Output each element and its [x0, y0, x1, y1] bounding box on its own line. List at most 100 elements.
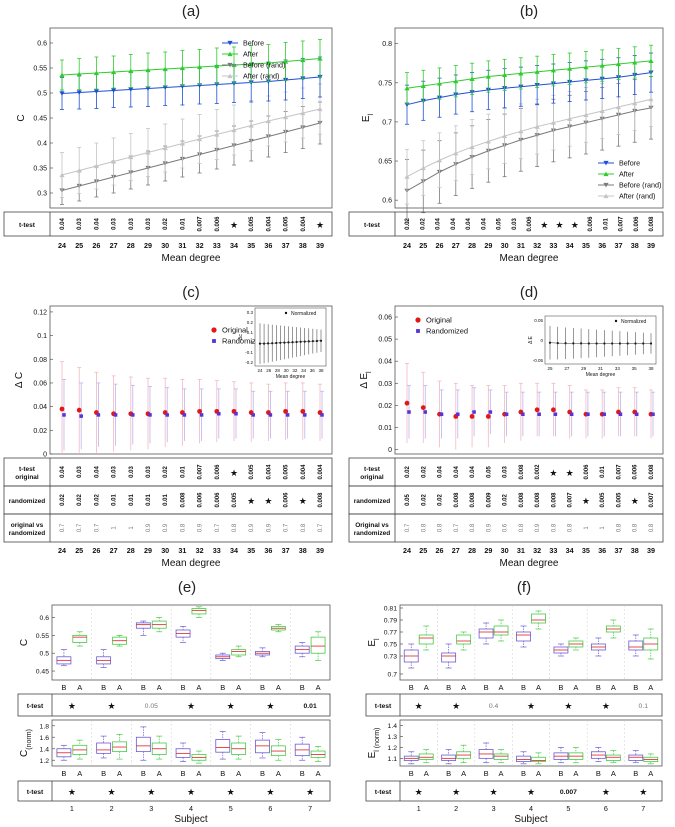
- group-label: A: [461, 683, 466, 692]
- data-point: [197, 136, 203, 142]
- data-point: [234, 411, 238, 416]
- ttest-value: 0.05: [145, 703, 158, 710]
- ttest-value: 0.004: [266, 464, 272, 480]
- inset-x-tick-label: 29: [581, 366, 587, 371]
- significance-star: ★: [147, 787, 155, 797]
- plot-frame: [399, 604, 663, 681]
- inset-x-tick-label: 32: [292, 368, 298, 373]
- ttest-label: t-test: [375, 703, 392, 710]
- y-tick-label: 0.5: [40, 651, 50, 658]
- inset-y-tick-label: 0.2: [247, 320, 254, 325]
- data-point: [93, 163, 99, 169]
- y-tick-label: 0.02: [33, 428, 47, 435]
- ttest-value: 0.7: [215, 523, 221, 532]
- inset-x-tick-label: 28: [275, 368, 281, 373]
- ttest-value: 0.008: [649, 216, 655, 232]
- significance-star: ★: [187, 701, 195, 711]
- x-tick-label: 34: [230, 241, 238, 250]
- significance-star: ★: [415, 701, 423, 711]
- x-tick-label: 24: [58, 546, 66, 555]
- legend-label: Before: [243, 39, 264, 48]
- data-point: [534, 407, 540, 413]
- ttest-value: 1: [129, 526, 135, 530]
- x-tick-label: 36: [598, 241, 606, 250]
- inset-x-tick-label: 30: [284, 368, 290, 373]
- inset-y-tick-label: 0: [250, 340, 253, 345]
- x-tick-label: 29: [484, 546, 492, 555]
- x-tick-label: 39: [316, 241, 324, 250]
- data-point: [111, 159, 117, 164]
- data-point: [162, 145, 168, 151]
- x-tick-label: 34: [566, 546, 574, 555]
- y-tick-label: 0.1: [37, 333, 47, 340]
- data-point: [420, 83, 426, 88]
- data-point: [285, 413, 290, 417]
- group-label: B: [260, 769, 265, 778]
- y-tick-label: 0.55: [33, 66, 47, 73]
- significance-star: ★: [306, 787, 314, 797]
- data-point: [251, 413, 255, 417]
- ttest-value: 0.01: [600, 466, 606, 478]
- ttest-value: 0.008: [470, 492, 476, 508]
- ttest-value: 0.009: [486, 492, 492, 508]
- x-tick-label: 32: [196, 241, 204, 250]
- x-tick-label: 28: [468, 241, 476, 250]
- group-label: B: [300, 769, 305, 778]
- data-point: [407, 410, 411, 414]
- significance-star: ★: [108, 701, 116, 711]
- group-label: B: [558, 769, 563, 778]
- significance-star: ★: [415, 787, 423, 797]
- significance-star: ★: [631, 496, 639, 506]
- plot-frame: [51, 604, 331, 681]
- data-point: [217, 411, 221, 416]
- data-point: [651, 412, 655, 416]
- data-point: [76, 407, 82, 413]
- group-label: A: [196, 769, 201, 778]
- ttest-value: 0.007: [560, 789, 577, 796]
- x-tick-label: 26: [92, 241, 100, 250]
- x-tick-label: 39: [316, 546, 324, 555]
- ttest-value: 0.008: [535, 492, 541, 508]
- x-tick-label: 37: [282, 241, 290, 250]
- data-point: [436, 157, 443, 163]
- data-point: [404, 174, 410, 179]
- data-point: [317, 56, 323, 61]
- ttest-value: 0.005: [232, 492, 238, 508]
- legend-label: Before: [619, 159, 640, 168]
- ttest-value: 0.04: [470, 466, 476, 478]
- y-tick-label: 0.4: [37, 141, 47, 148]
- group-label: B: [101, 683, 106, 692]
- inset-x-tick-label: 24: [257, 368, 263, 373]
- ttest-label: t-test: [364, 466, 381, 473]
- inset-x-label: Mean degree: [586, 372, 616, 378]
- ttest-value: 0.006: [584, 464, 590, 480]
- panel-label: (d): [520, 284, 538, 301]
- y-tick-label: 0.7: [388, 672, 398, 679]
- ttest-label: original: [360, 474, 384, 481]
- ttest-value: 0.9: [146, 523, 152, 532]
- panel-label: (a): [182, 3, 200, 20]
- ttest-value: 0.01: [163, 494, 169, 506]
- series-line: [61, 122, 321, 191]
- group-label: B: [220, 683, 225, 692]
- box: [72, 634, 88, 643]
- ttest-value: 0.05: [486, 466, 492, 478]
- x-tick-label: 32: [533, 546, 541, 555]
- group-label: B: [446, 683, 451, 692]
- group-label: B: [484, 683, 489, 692]
- box: [478, 628, 494, 639]
- data-point: [583, 112, 589, 117]
- ttest-value: 0.8: [438, 523, 444, 532]
- inset-y-tick-label: 0: [540, 338, 543, 343]
- ttest-value: 0.008: [551, 492, 557, 508]
- data-point: [76, 90, 82, 95]
- ttest-value: 0.9: [249, 523, 255, 532]
- y-tick-label: 0.65: [378, 159, 392, 166]
- data-point: [632, 60, 638, 65]
- ttest-value: 0.02: [405, 466, 411, 478]
- data-point: [265, 60, 271, 66]
- data-point: [534, 124, 540, 129]
- subject-label: 2: [110, 804, 114, 813]
- y-tick-label: 0.06: [33, 380, 47, 387]
- data-point: [113, 413, 118, 417]
